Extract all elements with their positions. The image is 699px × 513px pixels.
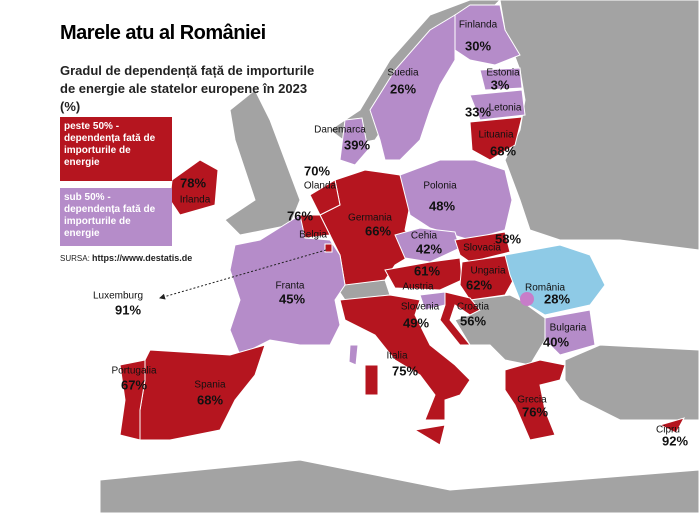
country-value: 40% [543,334,569,349]
country-value: 78% [180,175,206,190]
turkey [564,344,699,421]
country-value: 28% [544,291,570,306]
country-value: 76% [522,404,548,419]
country-name: Cehia [411,231,438,242]
country-value: 91% [115,302,141,317]
luxembourg-pointer [159,249,327,300]
country-name: Belgia [299,230,327,241]
country-name: Letonia [489,103,522,114]
country-shape [479,67,523,91]
country-name: Bulgaria [550,323,587,334]
source: SURSA: https://www.destatis.de [60,253,192,263]
russia-region [499,0,699,251]
country-value: 45% [279,291,305,306]
country-shape [369,14,456,161]
country-shape [399,159,513,241]
country-value: 30% [465,38,491,53]
country-name: Franta [276,281,305,292]
country-value: 70% [304,163,330,178]
country-name: Polonia [423,181,457,192]
country-value: 42% [416,241,442,256]
legend-item: sub 50% - dependența fată de importurile… [60,188,172,246]
africa [99,459,699,513]
country-value: 62% [466,277,492,292]
country-shape [658,417,685,434]
country-value: 26% [390,81,416,96]
uk [224,89,301,236]
legend-item: peste 50% - dependența fată de importuri… [60,117,172,181]
country-name: Germania [348,213,392,224]
country-value: 68% [197,392,223,407]
country-name: Suedia [387,68,419,79]
country-shape [469,89,526,121]
country-shape [454,231,511,263]
country-name: Finlanda [459,20,498,31]
country-name: Slovacia [463,243,501,254]
country-name: România [525,283,565,294]
country-name: Austria [402,282,434,293]
country-value: 68% [490,143,516,158]
country-name: Irlanda [180,195,211,206]
country-shape [309,179,341,216]
country-name: Croatia [457,302,490,313]
country-name: Olanda [304,181,337,192]
country-value: 56% [460,313,486,328]
country-value: 39% [344,137,370,152]
country-value: 66% [365,223,391,238]
country-value: 76% [287,208,313,223]
country-value: 61% [414,263,440,278]
country-value: 75% [392,363,418,378]
country-shape [324,243,333,253]
country-name: Cipru [656,425,680,436]
country-shape [339,117,369,166]
country-value: 48% [429,198,455,213]
country-name: Grecia [517,395,547,406]
subtitle: Gradul de dependență față de importurile… [60,63,315,114]
country-name: Spania [194,380,226,391]
country-shape [439,291,481,346]
country-name: Ungaria [470,266,505,277]
source-label: SURSA: [60,254,90,263]
country-name: Slovenia [401,302,440,313]
country-name: Italia [386,351,408,362]
country-shape [339,294,471,446]
country-shape [504,359,566,441]
country-name: Estonia [486,68,520,79]
country-shape [469,116,523,161]
country-value: 67% [121,377,147,392]
country-value: 3% [491,77,510,92]
country-name: Lituania [478,130,513,141]
country-name: Portugalia [111,366,156,377]
country-name: Luxemburg [93,291,143,302]
country-shape [454,4,521,66]
balkans [454,294,546,366]
country-value: 92% [662,433,688,448]
title: Marele atu al României [60,22,266,44]
country-value: 33% [465,104,491,119]
country-value: 58% [495,231,521,246]
moldova-dot [520,292,534,306]
country-value: 49% [403,315,429,330]
source-url: https://www.destatis.de [92,253,193,263]
country-name: Danemarca [314,125,366,136]
country-shape [119,359,146,441]
eu-countries [119,4,685,446]
country-shape [544,309,596,356]
